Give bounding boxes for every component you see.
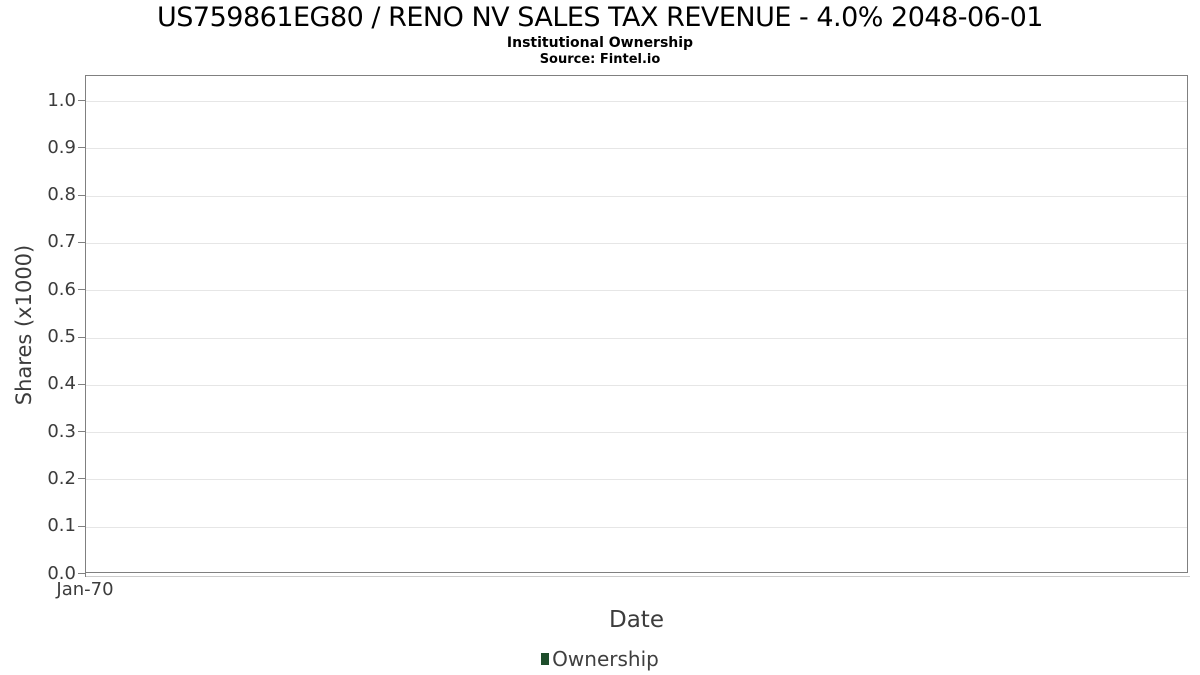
y-tick-label-0.7: 0.7 [47, 231, 76, 253]
y-tick-mark-0.6 [78, 289, 85, 291]
y-tick-label-0.5: 0.5 [47, 326, 76, 347]
gridline-1.0 [86, 101, 1187, 102]
x-axis-title: Date [609, 607, 664, 633]
chart-legend: Ownership [0, 647, 1200, 671]
y-axis-title: Shares (x1000) [12, 244, 36, 406]
y-tick-label-0.1: 0.1 [47, 515, 76, 537]
y-tick-label-0.3: 0.3 [47, 420, 76, 442]
gridline-0.5 [86, 337, 1187, 339]
gridline-0.3 [86, 432, 1187, 434]
legend-item-ownership[interactable]: Ownership [541, 647, 659, 671]
y-tick-label-0.2: 0.2 [47, 467, 76, 489]
y-tick-mark-1.0 [78, 100, 85, 101]
y-tick-label-0.0: 0.0 [47, 562, 76, 584]
gridline-0.7 [86, 242, 1187, 244]
y-tick-label-0.4: 0.4 [47, 373, 76, 395]
y-tick-label-0.9: 0.9 [47, 136, 76, 158]
y-tick-mark-0.0 [78, 573, 85, 574]
chart-title: US759861EG80 / RENO NV SALES TAX REVENUE… [157, 2, 1043, 33]
y-tick-mark-0.9 [78, 147, 85, 149]
gridline-0.6 [86, 290, 1187, 292]
gridline-0.8 [86, 195, 1187, 197]
x-axis-line [85, 576, 1190, 577]
gridline-0.1 [86, 526, 1187, 528]
y-tick-mark-0.7 [78, 241, 85, 243]
chart-source-credit: Source: Fintel.io [539, 52, 661, 67]
legend-series-label: Ownership [552, 647, 659, 671]
y-tick-mark-0.2 [78, 478, 85, 480]
gridline-0.9 [86, 148, 1187, 150]
y-tick-label-1.0: 1.0 [47, 89, 76, 111]
gridline-0.2 [86, 479, 1187, 481]
plot-area [85, 75, 1188, 573]
y-tick-mark-0.5 [78, 336, 85, 338]
y-tick-mark-0.3 [78, 431, 85, 433]
x-tick-label: Jan-70 [56, 579, 114, 600]
x-tick-mark [85, 573, 86, 577]
y-tick-mark-0.4 [78, 383, 85, 385]
legend-series-marker-icon [541, 653, 550, 665]
y-tick-mark-0.1 [78, 525, 85, 527]
y-tick-label-0.6: 0.6 [47, 278, 76, 300]
chart-subtitle: Institutional Ownership [506, 35, 694, 51]
gridline-0.4 [86, 384, 1187, 386]
y-tick-mark-0.8 [78, 194, 85, 196]
y-tick-label-0.8: 0.8 [47, 184, 76, 206]
